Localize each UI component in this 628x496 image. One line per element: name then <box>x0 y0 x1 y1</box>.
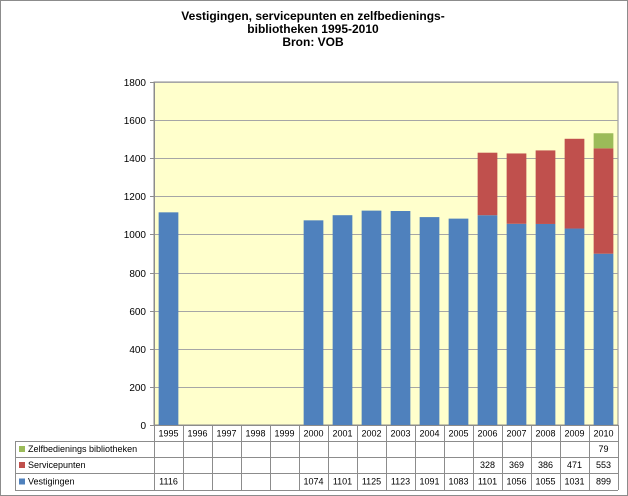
chart-title-line-3: Bron: VOB <box>282 35 344 49</box>
legend-label: Zelfbedienings bibliotheken <box>28 444 137 454</box>
x-category-label: 2004 <box>419 429 439 439</box>
x-category-label: 2000 <box>303 429 323 439</box>
x-category-label: 2005 <box>448 429 468 439</box>
x-category-label: 1995 <box>158 429 178 439</box>
y-tick-label: 1000 <box>124 230 147 241</box>
y-tick-label: 1600 <box>124 116 147 127</box>
y-tick-label: 1400 <box>124 154 147 165</box>
table-cell-value: 899 <box>596 477 611 487</box>
legend-key <box>19 478 25 485</box>
bar-vestigingen-1995 <box>158 212 179 425</box>
x-category-label: 1999 <box>274 429 294 439</box>
bar-vestigingen-2008 <box>535 223 556 425</box>
bar-servicepunten-2006 <box>477 152 498 216</box>
table-cell-value: 369 <box>509 460 524 470</box>
x-category-label: 2009 <box>564 429 584 439</box>
bar-vestigingen-2002 <box>361 210 382 425</box>
bar-vestigingen-2000 <box>303 220 324 425</box>
x-category-label: 2002 <box>361 429 381 439</box>
chart-title-line-2: bibliotheken 1995-2010 <box>247 22 379 36</box>
y-tick-label: 800 <box>129 269 146 280</box>
x-category-label: 2006 <box>477 429 497 439</box>
bar-vestigingen-2007 <box>506 223 527 425</box>
table-cell-value: 471 <box>567 460 582 470</box>
table-cell-value: 1083 <box>448 477 468 487</box>
x-category-label: 1998 <box>245 429 265 439</box>
x-category-label: 2008 <box>535 429 555 439</box>
table-cell-value: 328 <box>480 460 495 470</box>
bar-servicepunten-2009 <box>564 138 585 229</box>
table-cell-value: 1101 <box>478 477 497 487</box>
table-cell-value: 1056 <box>506 477 526 487</box>
x-category-label: 1996 <box>187 429 207 439</box>
chart-title-line-1: Vestigingen, servicepunten en zelfbedien… <box>181 9 445 23</box>
bar-vestigingen-2004 <box>419 217 440 425</box>
bar-vestigingen-2010 <box>593 253 614 425</box>
x-category-label: 2010 <box>593 429 613 439</box>
x-category-label: 2003 <box>390 429 410 439</box>
bar-vestigingen-2005 <box>448 218 469 425</box>
legend-label: Vestigingen <box>28 477 75 487</box>
bar-servicepunten-2008 <box>535 150 556 224</box>
bar-servicepunten-2007 <box>506 153 527 224</box>
table-cell-value: 386 <box>538 460 553 470</box>
bar-servicepunten-2010 <box>593 148 614 254</box>
y-tick-label: 600 <box>129 307 146 318</box>
y-tick-label: 200 <box>129 383 146 394</box>
y-tick-label: 1800 <box>124 78 147 89</box>
bar-vestigingen-2006 <box>477 215 498 425</box>
table-cell-value: 1101 <box>333 477 352 487</box>
table-cell-value: 553 <box>596 460 611 470</box>
table-cell-value: 1116 <box>159 477 178 487</box>
x-category-label: 1997 <box>216 429 236 439</box>
bar-vestigingen-2009 <box>564 228 585 425</box>
bar-vestigingen-2003 <box>390 211 411 425</box>
legend-key <box>19 446 25 452</box>
table-cell-value: 1125 <box>362 477 381 487</box>
x-category-label: 2007 <box>506 429 526 439</box>
bar-vestigingen-2001 <box>332 215 353 425</box>
table-cell-value: 79 <box>598 444 608 454</box>
y-tick-label: 0 <box>140 421 146 432</box>
table-cell-value: 1031 <box>564 477 584 487</box>
table-cell-value: 1123 <box>391 477 410 487</box>
legend-key <box>19 462 25 468</box>
bar-zelfbedienings-bibliotheken-2010 <box>593 133 614 149</box>
x-category-label: 2001 <box>332 429 352 439</box>
legend-label: Servicepunten <box>28 460 86 470</box>
chart-title: Vestigingen, servicepunten en zelfbedien… <box>60 10 566 49</box>
table-cell-value: 1091 <box>419 477 439 487</box>
table-cell-value: 1074 <box>303 477 323 487</box>
table-cell-value: 1055 <box>535 477 555 487</box>
y-tick-label: 400 <box>129 345 146 356</box>
y-tick-label: 1200 <box>124 192 147 203</box>
